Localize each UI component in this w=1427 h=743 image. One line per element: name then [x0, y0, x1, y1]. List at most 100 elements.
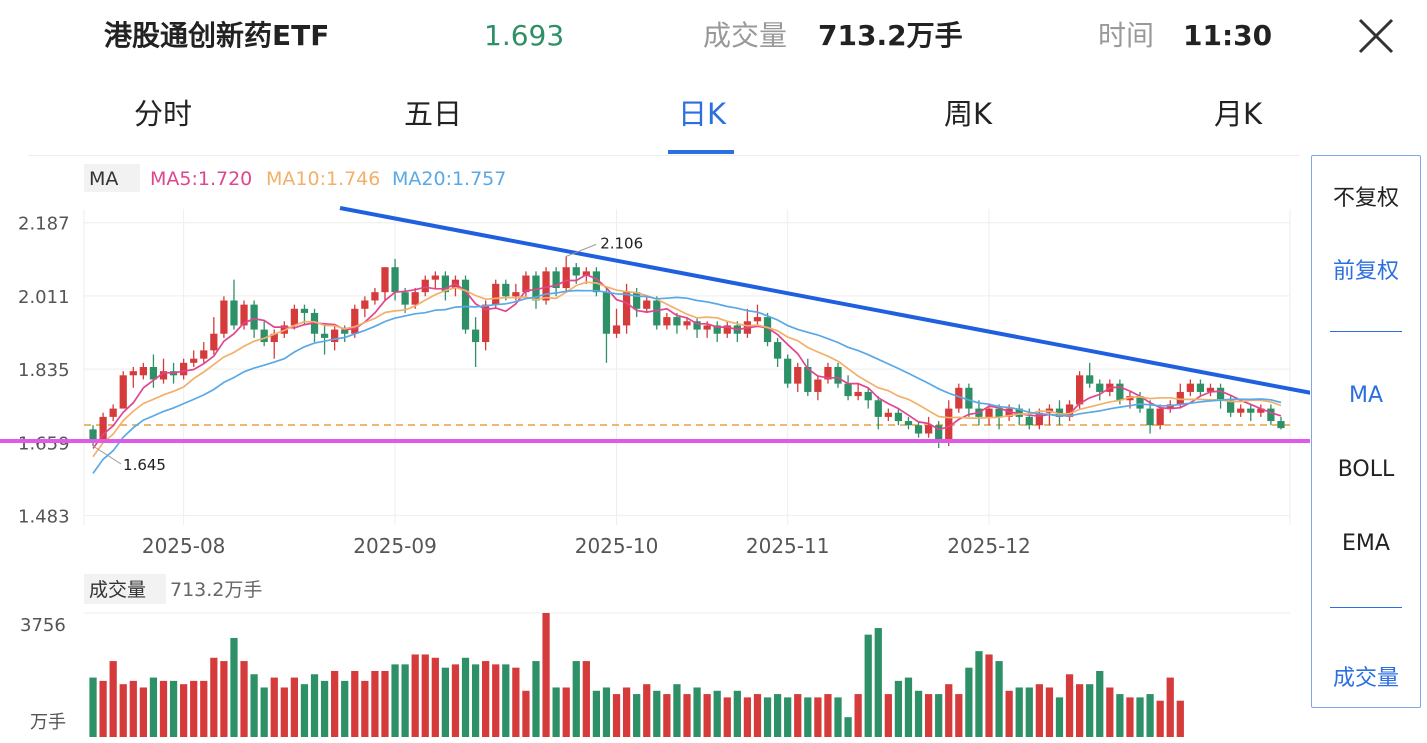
candle-body — [441, 275, 450, 293]
candle-body — [260, 329, 268, 343]
candle-body — [703, 325, 711, 330]
candle-body — [1237, 408, 1245, 413]
candle-body — [240, 304, 248, 326]
volume-bar — [1075, 684, 1084, 737]
menu-separator — [1330, 331, 1402, 332]
volume-bar — [401, 664, 409, 737]
volume-bar — [290, 677, 299, 737]
price-grid — [83, 209, 1291, 525]
volume-bar — [371, 670, 379, 737]
volume-bar — [784, 697, 792, 737]
candle-body — [884, 412, 892, 417]
volume-bar — [260, 687, 268, 737]
high-annotation-leader — [566, 243, 597, 257]
candle-body — [190, 358, 198, 363]
volume-label-box — [84, 574, 166, 604]
candle-body — [633, 292, 641, 309]
tab-intraday[interactable]: 分时 — [134, 97, 193, 131]
candle-body — [1257, 408, 1265, 413]
candle-body — [1086, 375, 1094, 384]
volume-bar — [461, 657, 470, 737]
volume-bar — [512, 667, 520, 737]
volume-bar — [159, 680, 168, 737]
menu-forward-adjust[interactable]: 前复权 — [1332, 259, 1399, 284]
volume-bar — [955, 694, 963, 737]
volume-bar — [1116, 694, 1124, 737]
menu-ema[interactable]: EMA — [1342, 531, 1390, 556]
volume-bar — [995, 661, 1003, 737]
candle-body — [210, 333, 218, 351]
volume-bar — [753, 694, 762, 737]
candle-body — [461, 279, 470, 330]
volume-bar — [935, 694, 943, 737]
volume-bar — [975, 651, 983, 737]
menu-boll[interactable]: BOLL — [1337, 457, 1395, 482]
volume-label: 成交量 — [703, 19, 788, 52]
volume-bar — [1166, 677, 1174, 737]
volume-bar — [310, 674, 319, 737]
candle-body — [139, 367, 147, 376]
candle-body — [985, 408, 993, 417]
candle-body — [995, 408, 1003, 417]
candle-body — [1025, 416, 1033, 426]
candle-body — [713, 325, 721, 334]
price-axis: 2.187 2.011 1.835 1.659 1.483 — [18, 214, 70, 528]
volume-bar — [824, 694, 832, 737]
kline-chart[interactable]: MA MA5:1.720 MA10:1.746 MA20:1.757 2.187… — [0, 155, 1310, 743]
tab-weekly-k[interactable]: 周K — [944, 97, 993, 131]
candle-body — [1146, 408, 1154, 426]
volume-bar — [1176, 700, 1184, 737]
candle-body — [834, 367, 842, 384]
x-tick-label: 2025-08 — [142, 534, 226, 558]
candle-body — [391, 267, 399, 293]
candle-body — [109, 408, 117, 417]
volume-bar — [542, 613, 550, 737]
candle-body — [965, 387, 973, 409]
menu-volume[interactable]: 成交量 — [1332, 666, 1399, 691]
tab-monthly-k[interactable]: 月K — [1214, 97, 1263, 131]
volume-bar — [612, 694, 621, 737]
volume-bar — [492, 664, 500, 737]
volume-bar — [844, 717, 852, 737]
candle-body — [753, 317, 762, 322]
volume-bar — [391, 664, 399, 737]
date-axis: 2025-08 2025-09 2025-10 2025-11 2025-12 — [142, 534, 1031, 558]
y-tick-label: 2.011 — [18, 287, 70, 308]
volume-bar — [713, 690, 721, 737]
active-tab-indicator — [668, 150, 734, 154]
candle-body — [784, 358, 792, 384]
candle-body — [270, 333, 278, 343]
volume-bar — [562, 687, 570, 737]
ma10-line — [92, 281, 1282, 458]
menu-no-adjust[interactable]: 不复权 — [1332, 186, 1399, 211]
volume-panel-label: 成交量 — [89, 579, 146, 601]
volume-bar — [280, 687, 288, 737]
volume-bar — [1035, 684, 1043, 737]
volume-bar — [230, 637, 238, 737]
tab-five-day[interactable]: 五日 — [404, 97, 463, 131]
header-bar: 港股通创新药ETF 1.693 成交量 713.2万手 时间 11:30 — [0, 0, 1427, 72]
menu-ma[interactable]: MA — [1348, 383, 1384, 408]
candle-body — [149, 367, 158, 380]
candle-body — [1277, 421, 1285, 429]
high-annotation: 2.106 — [600, 234, 643, 252]
ma-label-box — [84, 164, 140, 192]
ma-lines — [92, 273, 1282, 474]
volume-bar — [572, 661, 580, 737]
volume-bar — [411, 654, 419, 737]
candle-body — [572, 267, 580, 276]
volume-bar — [703, 694, 711, 737]
volume-bar — [471, 664, 480, 737]
candle-body — [683, 321, 691, 326]
close-icon[interactable] — [1356, 16, 1396, 56]
volume-bar — [250, 674, 258, 737]
y-tick-label: 1.659 — [18, 433, 70, 454]
candle-body — [1096, 383, 1104, 392]
candle-body — [874, 400, 882, 417]
header-divider — [28, 155, 1300, 156]
candle-body — [1015, 408, 1023, 417]
candle-body — [1216, 387, 1225, 401]
tab-daily-k[interactable]: 日K — [678, 97, 727, 131]
volume-bar — [884, 694, 892, 737]
y-tick-label: 1.483 — [18, 506, 70, 527]
